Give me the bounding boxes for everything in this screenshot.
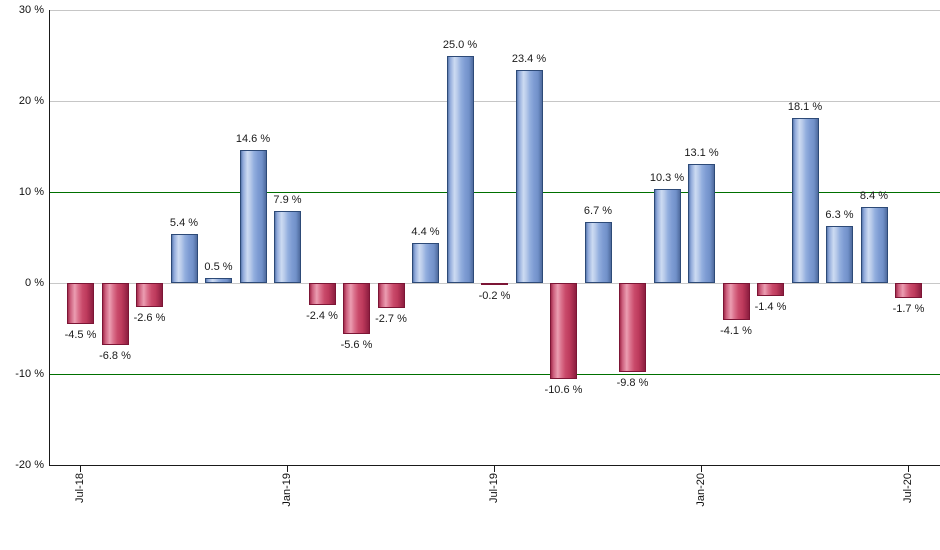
x-axis-tick <box>80 465 81 472</box>
bar-May-20 <box>826 225 853 283</box>
x-axis-tick-label: Jan-20 <box>695 473 707 507</box>
x-axis-tick <box>494 465 495 472</box>
bar-value-label: 7.9 % <box>273 194 302 207</box>
bar-value-label: -0.2 % <box>478 289 511 302</box>
gridline-30 <box>49 9 940 11</box>
bar-Sep-18 <box>136 283 163 307</box>
bar-value-label: -4.1 % <box>720 325 752 338</box>
bar-value-label: -2.7 % <box>375 312 407 325</box>
y-axis-tick-label: 10 % <box>18 186 44 198</box>
gridline-20 <box>49 100 940 102</box>
bar-Jan-19 <box>274 211 301 283</box>
bar-value-label: 18.1 % <box>787 101 823 114</box>
x-axis-tick <box>701 465 702 472</box>
x-axis-tick <box>287 465 288 472</box>
y-axis-tick-label: 20 % <box>18 95 44 107</box>
x-axis-tick-label: Jul-20 <box>902 473 914 503</box>
bar-value-label: 6.7 % <box>583 205 613 218</box>
y-axis-tick-label: 30 % <box>18 4 44 16</box>
bar-value-label: -10.6 % <box>544 384 583 397</box>
y-axis-tick-label: -20 % <box>15 459 44 471</box>
bar-value-label: -2.4 % <box>306 309 338 322</box>
bar-value-label: -9.8 % <box>616 377 649 390</box>
bar-value-label: 23.4 % <box>511 53 547 66</box>
bar-Aug-18 <box>101 283 129 345</box>
bar-value-label: -6.8 % <box>99 349 131 362</box>
bar-Jul-20 <box>895 283 922 299</box>
bar-Oct-19 <box>584 222 612 283</box>
y-axis-line <box>49 10 50 466</box>
bar-Jul-19 <box>481 283 508 285</box>
bar-Nov-18 <box>205 278 232 283</box>
bar-Sep-19 <box>550 283 577 380</box>
bar-value-label: 8.4 % <box>859 189 889 202</box>
bar-value-label: 4.4 % <box>411 225 440 238</box>
bar-Feb-19 <box>308 283 336 305</box>
bar-value-label: 10.3 % <box>649 172 685 185</box>
bar-Mar-19 <box>343 283 370 334</box>
bar-value-label: 14.6 % <box>235 133 271 146</box>
x-axis-tick-label: Jan-19 <box>281 473 293 507</box>
bar-value-label: -4.5 % <box>64 328 97 341</box>
bar-Dec-19 <box>653 189 681 283</box>
bar-Jan-20 <box>688 163 715 283</box>
bar-Dec-18 <box>239 150 267 283</box>
x-axis-tick-label: Jul-18 <box>74 473 86 503</box>
bar-value-label: -2.6 % <box>133 311 166 324</box>
y-axis-tick-label: 0 % <box>25 277 44 289</box>
bar-Jul-18 <box>67 283 94 324</box>
bar-Feb-20 <box>722 283 750 321</box>
bar-May-19 <box>412 242 439 283</box>
bar-value-label: 5.4 % <box>169 216 199 229</box>
bar-Nov-19 <box>619 283 646 373</box>
bar-Aug-19 <box>515 70 543 283</box>
bar-Apr-19 <box>377 283 405 308</box>
bar-value-label: 6.3 % <box>825 208 854 221</box>
bar-Mar-20 <box>757 283 784 296</box>
gridline--10 <box>49 373 940 375</box>
gridline-10 <box>49 191 940 193</box>
bar-Jun-19 <box>446 55 474 283</box>
x-axis-tick <box>908 465 909 472</box>
bar-value-label: 13.1 % <box>684 146 719 159</box>
x-axis-tick-label: Jul-19 <box>488 473 500 503</box>
bar-value-label: -1.7 % <box>892 303 925 316</box>
bar-Apr-20 <box>791 118 819 283</box>
bar-value-label: -1.4 % <box>754 300 787 313</box>
bar-value-label: 0.5 % <box>204 261 233 274</box>
bar-value-label: 25.0 % <box>442 38 478 51</box>
y-axis-tick-label: -10 % <box>15 368 44 380</box>
bar-Jun-20 <box>860 206 888 283</box>
bar-value-label: -5.6 % <box>340 338 373 351</box>
bar-Oct-18 <box>170 233 198 283</box>
